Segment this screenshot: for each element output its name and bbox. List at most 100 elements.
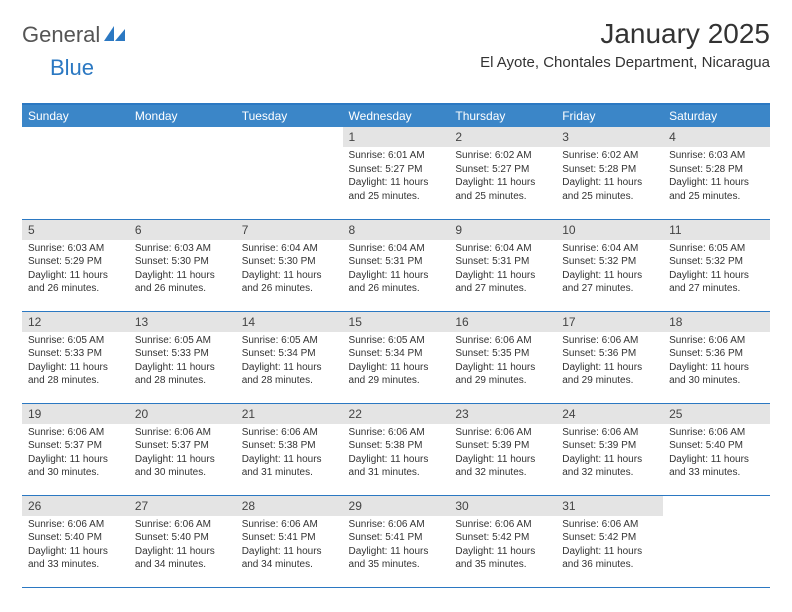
day-details: Sunrise: 6:04 AMSunset: 5:30 PMDaylight:…: [236, 240, 343, 300]
day-number: 12: [22, 312, 129, 332]
sunrise-line: Sunrise: 6:03 AM: [135, 242, 230, 256]
sunrise-line: Sunrise: 6:06 AM: [455, 426, 550, 440]
day-number: 3: [556, 127, 663, 147]
day-details: Sunrise: 6:06 AMSunset: 5:36 PMDaylight:…: [556, 332, 663, 392]
week-row: 12Sunrise: 6:05 AMSunset: 5:33 PMDayligh…: [22, 311, 770, 403]
day-cell: 8Sunrise: 6:04 AMSunset: 5:31 PMDaylight…: [343, 219, 450, 311]
daylight-line: Daylight: 11 hours and 26 minutes.: [135, 269, 230, 296]
day-cell: 14Sunrise: 6:05 AMSunset: 5:34 PMDayligh…: [236, 311, 343, 403]
day-cell: 20Sunrise: 6:06 AMSunset: 5:37 PMDayligh…: [129, 403, 236, 495]
logo-text-general: General: [22, 22, 100, 48]
sunrise-line: Sunrise: 6:03 AM: [28, 242, 123, 256]
day-cell: 6Sunrise: 6:03 AMSunset: 5:30 PMDaylight…: [129, 219, 236, 311]
sunrise-line: Sunrise: 6:06 AM: [455, 334, 550, 348]
day-details: Sunrise: 6:04 AMSunset: 5:31 PMDaylight:…: [449, 240, 556, 300]
daylight-line: Daylight: 11 hours and 35 minutes.: [455, 545, 550, 572]
sunrise-line: Sunrise: 6:06 AM: [562, 518, 657, 532]
sunrise-line: Sunrise: 6:06 AM: [455, 518, 550, 532]
daylight-line: Daylight: 11 hours and 25 minutes.: [455, 176, 550, 203]
day-details: Sunrise: 6:06 AMSunset: 5:40 PMDaylight:…: [663, 424, 770, 484]
day-details: Sunrise: 6:05 AMSunset: 5:33 PMDaylight:…: [129, 332, 236, 392]
day-cell: 30Sunrise: 6:06 AMSunset: 5:42 PMDayligh…: [449, 495, 556, 587]
sunrise-line: Sunrise: 6:05 AM: [349, 334, 444, 348]
day-cell: 28Sunrise: 6:06 AMSunset: 5:41 PMDayligh…: [236, 495, 343, 587]
sunset-line: Sunset: 5:34 PM: [242, 347, 337, 361]
day-number: 22: [343, 404, 450, 424]
day-number: 7: [236, 220, 343, 240]
day-number: 10: [556, 220, 663, 240]
daylight-line: Daylight: 11 hours and 27 minutes.: [455, 269, 550, 296]
sunset-line: Sunset: 5:33 PM: [135, 347, 230, 361]
daylight-line: Daylight: 11 hours and 30 minutes.: [135, 453, 230, 480]
sunrise-line: Sunrise: 6:06 AM: [562, 426, 657, 440]
day-number: 9: [449, 220, 556, 240]
sunrise-line: Sunrise: 6:06 AM: [28, 426, 123, 440]
daylight-line: Daylight: 11 hours and 31 minutes.: [242, 453, 337, 480]
sunset-line: Sunset: 5:30 PM: [242, 255, 337, 269]
daylight-line: Daylight: 11 hours and 31 minutes.: [349, 453, 444, 480]
sunset-line: Sunset: 5:27 PM: [455, 163, 550, 177]
day-cell: 11Sunrise: 6:05 AMSunset: 5:32 PMDayligh…: [663, 219, 770, 311]
day-details: Sunrise: 6:06 AMSunset: 5:39 PMDaylight:…: [449, 424, 556, 484]
calendar-body: 1Sunrise: 6:01 AMSunset: 5:27 PMDaylight…: [22, 127, 770, 587]
logo-mark-icon: [104, 24, 126, 47]
sunset-line: Sunset: 5:36 PM: [669, 347, 764, 361]
day-cell: [22, 127, 129, 219]
daylight-line: Daylight: 11 hours and 28 minutes.: [28, 361, 123, 388]
weekday-wednesday: Wednesday: [343, 104, 450, 127]
sunset-line: Sunset: 5:39 PM: [562, 439, 657, 453]
day-details: Sunrise: 6:02 AMSunset: 5:28 PMDaylight:…: [556, 147, 663, 207]
sunset-line: Sunset: 5:36 PM: [562, 347, 657, 361]
sunrise-line: Sunrise: 6:04 AM: [242, 242, 337, 256]
sunrise-line: Sunrise: 6:05 AM: [242, 334, 337, 348]
day-number: 8: [343, 220, 450, 240]
day-cell: 18Sunrise: 6:06 AMSunset: 5:36 PMDayligh…: [663, 311, 770, 403]
day-number: 29: [343, 496, 450, 516]
day-cell: 25Sunrise: 6:06 AMSunset: 5:40 PMDayligh…: [663, 403, 770, 495]
title-block: January 2025 El Ayote, Chontales Departm…: [480, 18, 770, 71]
sunrise-line: Sunrise: 6:02 AM: [455, 149, 550, 163]
daylight-line: Daylight: 11 hours and 26 minutes.: [349, 269, 444, 296]
sunset-line: Sunset: 5:42 PM: [455, 531, 550, 545]
day-cell: [129, 127, 236, 219]
day-number: 15: [343, 312, 450, 332]
sunrise-line: Sunrise: 6:05 AM: [135, 334, 230, 348]
daylight-line: Daylight: 11 hours and 28 minutes.: [135, 361, 230, 388]
day-details: Sunrise: 6:06 AMSunset: 5:39 PMDaylight:…: [556, 424, 663, 484]
sunset-line: Sunset: 5:31 PM: [455, 255, 550, 269]
sunset-line: Sunset: 5:39 PM: [455, 439, 550, 453]
sunset-line: Sunset: 5:38 PM: [242, 439, 337, 453]
day-cell: [236, 127, 343, 219]
sunrise-line: Sunrise: 6:04 AM: [562, 242, 657, 256]
day-details: Sunrise: 6:06 AMSunset: 5:38 PMDaylight:…: [236, 424, 343, 484]
sunset-line: Sunset: 5:40 PM: [28, 531, 123, 545]
weekday-friday: Friday: [556, 104, 663, 127]
day-details: Sunrise: 6:05 AMSunset: 5:33 PMDaylight:…: [22, 332, 129, 392]
daylight-line: Daylight: 11 hours and 30 minutes.: [28, 453, 123, 480]
day-cell: 17Sunrise: 6:06 AMSunset: 5:36 PMDayligh…: [556, 311, 663, 403]
week-row: 26Sunrise: 6:06 AMSunset: 5:40 PMDayligh…: [22, 495, 770, 587]
logo-text-blue: Blue: [50, 55, 94, 80]
location-text: El Ayote, Chontales Department, Nicaragu…: [480, 54, 770, 71]
sunset-line: Sunset: 5:35 PM: [455, 347, 550, 361]
day-cell: 10Sunrise: 6:04 AMSunset: 5:32 PMDayligh…: [556, 219, 663, 311]
daylight-line: Daylight: 11 hours and 25 minutes.: [349, 176, 444, 203]
day-number: 16: [449, 312, 556, 332]
day-number: 13: [129, 312, 236, 332]
day-details: Sunrise: 6:03 AMSunset: 5:30 PMDaylight:…: [129, 240, 236, 300]
day-number: 5: [22, 220, 129, 240]
daylight-line: Daylight: 11 hours and 33 minutes.: [28, 545, 123, 572]
day-number: 21: [236, 404, 343, 424]
daylight-line: Daylight: 11 hours and 25 minutes.: [669, 176, 764, 203]
sunset-line: Sunset: 5:41 PM: [242, 531, 337, 545]
weekday-tuesday: Tuesday: [236, 104, 343, 127]
daylight-line: Daylight: 11 hours and 27 minutes.: [669, 269, 764, 296]
day-cell: 29Sunrise: 6:06 AMSunset: 5:41 PMDayligh…: [343, 495, 450, 587]
sunrise-line: Sunrise: 6:06 AM: [349, 426, 444, 440]
sunset-line: Sunset: 5:27 PM: [349, 163, 444, 177]
day-number: 28: [236, 496, 343, 516]
day-number: 18: [663, 312, 770, 332]
day-number: 20: [129, 404, 236, 424]
month-title: January 2025: [480, 18, 770, 50]
day-details: Sunrise: 6:04 AMSunset: 5:32 PMDaylight:…: [556, 240, 663, 300]
